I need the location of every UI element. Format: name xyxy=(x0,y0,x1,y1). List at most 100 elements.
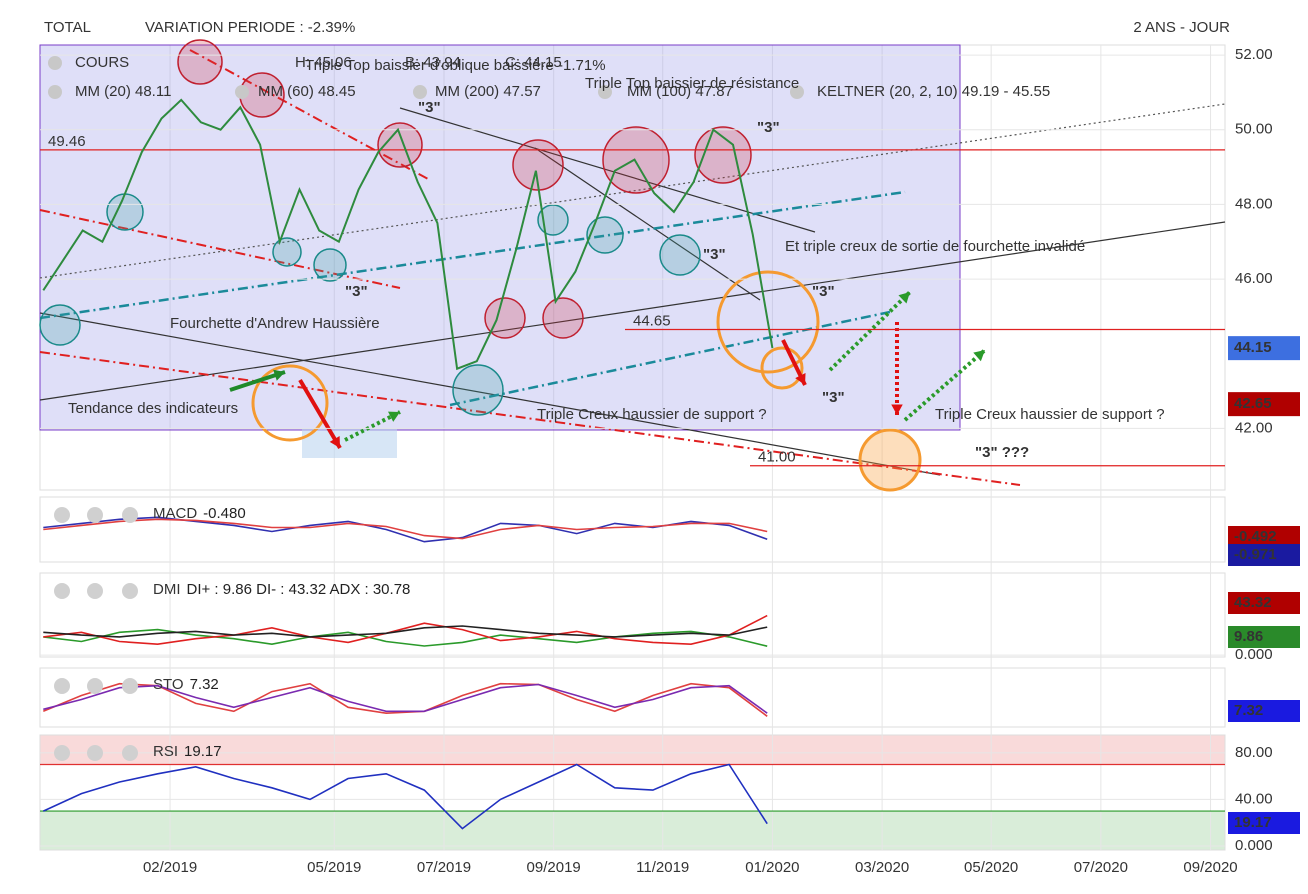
y-tick-label: 48.00 xyxy=(1235,195,1273,212)
x-tick-label: 07/2020 xyxy=(1074,859,1128,876)
last-value-tag xyxy=(1228,812,1300,834)
pattern-circle xyxy=(39,304,81,346)
last-value-label: 43.32 xyxy=(1234,594,1272,611)
last-value-label: -0.492 xyxy=(1234,528,1277,545)
annotation: Fourchette d'Andrew Haussière xyxy=(170,315,380,332)
x-tick-label: 01/2020 xyxy=(745,859,799,876)
last-value-tag xyxy=(1228,526,1300,548)
annotation: Et triple creux de sortie de fourchette … xyxy=(785,238,1085,255)
last-value-tag xyxy=(1228,592,1300,614)
pattern-circle xyxy=(484,297,526,339)
annotation: "3" xyxy=(822,389,845,406)
panel-frame xyxy=(39,734,1226,851)
highlight-circle xyxy=(716,270,820,374)
legend-icon xyxy=(598,85,612,99)
pattern-circle xyxy=(586,216,624,254)
annotation: "3" ??? xyxy=(975,444,1029,461)
arrow xyxy=(298,378,342,450)
panel-frame xyxy=(39,496,1226,563)
panel-icon xyxy=(87,583,103,599)
indicator-name: MACD xyxy=(153,505,197,522)
annotation: Triple Creux haussier de support ? xyxy=(537,406,767,423)
trend-line xyxy=(399,107,816,233)
x-tick-label: 03/2020 xyxy=(855,859,909,876)
panel-icon xyxy=(54,507,70,523)
series-line xyxy=(42,98,774,371)
series-line xyxy=(42,682,768,717)
indicator-label: KELTNER (20, 2, 10) 49.19 - 45.55 xyxy=(817,83,1050,100)
last-value-tag xyxy=(1228,626,1300,648)
legend-text: B: 43.94 xyxy=(405,54,461,71)
header-period: 2 ANS - JOUR xyxy=(1133,19,1230,36)
last-value-tag xyxy=(1228,544,1300,566)
level-zone xyxy=(40,811,1225,850)
y-tick-label: 40.00 xyxy=(1235,790,1273,807)
panel-icon xyxy=(122,583,138,599)
annotation: "3" xyxy=(345,283,368,300)
indicator-label: MM (100) 47.87 xyxy=(627,83,733,100)
series-line xyxy=(43,625,768,638)
panel-icon xyxy=(87,507,103,523)
series-line xyxy=(43,628,768,647)
arrow-head xyxy=(891,404,903,415)
pattern-circle xyxy=(537,204,569,236)
series-line xyxy=(43,518,768,540)
legend-icon xyxy=(48,85,62,99)
x-tick-label: 11/2019 xyxy=(636,859,689,876)
arrow-head xyxy=(973,350,985,362)
annotation: Tendance des indicateurs xyxy=(68,400,238,417)
legend-icon xyxy=(790,85,804,99)
highlight-circle xyxy=(760,346,804,390)
panel-icon xyxy=(54,583,70,599)
price-level-label: 44.65 xyxy=(633,312,671,329)
indicator-label: MM (60) 48.45 xyxy=(258,83,356,100)
y-tick-label: 52.00 xyxy=(1235,46,1273,63)
arrow xyxy=(344,410,401,442)
price-level-label: 49.46 xyxy=(48,133,86,150)
arrow-head xyxy=(795,373,806,385)
pitchfork-zone xyxy=(39,44,961,431)
arrow xyxy=(828,290,912,372)
trend-line xyxy=(534,147,761,301)
x-tick-label: 07/2019 xyxy=(417,859,471,876)
x-tick-label: 02/2019 xyxy=(143,859,197,876)
indicator-name: RSI xyxy=(153,743,178,760)
red-dashdot xyxy=(189,49,431,181)
teal-dashdot xyxy=(39,190,906,320)
series-line xyxy=(43,516,768,543)
pattern-circle xyxy=(106,193,144,231)
price-tag xyxy=(1228,392,1300,417)
series-line xyxy=(43,683,768,714)
panel-icon xyxy=(122,745,138,761)
pattern-circle xyxy=(602,126,670,194)
pattern-circle xyxy=(659,234,701,276)
panel-icon xyxy=(54,745,70,761)
annotation: Triple Top baissier d'oblique baissière … xyxy=(305,57,606,74)
highlight-circle xyxy=(858,428,922,492)
panel-title: STO 7.32 xyxy=(153,676,219,693)
indicator-reading: 7.32 xyxy=(190,676,219,693)
y-tick-label: 50.00 xyxy=(1235,121,1273,138)
price-tag-label: 44.15 xyxy=(1234,339,1272,356)
legend-icon xyxy=(48,56,62,70)
annotation: "3" xyxy=(418,99,441,116)
pattern-circle xyxy=(377,122,423,168)
pattern-circle xyxy=(177,39,223,85)
indicator-reading: 19.17 xyxy=(184,743,222,760)
last-value-label: 7.32 xyxy=(1234,702,1263,719)
y-tick-label: 46.00 xyxy=(1235,270,1273,287)
legend-icon xyxy=(413,85,427,99)
y-tick-label: 42.00 xyxy=(1235,419,1273,436)
indicator-label: MM (20) 48.11 xyxy=(75,83,171,100)
indicator-label: MM (200) 47.57 xyxy=(435,83,541,100)
annotation: "3" xyxy=(757,119,780,136)
y-tick-label: 0.000 xyxy=(1235,646,1273,663)
legend-text: H: 45.06 xyxy=(295,54,352,71)
trend-line xyxy=(39,221,1226,401)
y-tick-label: 80.00 xyxy=(1235,744,1273,761)
last-value-label: -0.971 xyxy=(1234,546,1277,563)
arrow-head xyxy=(898,292,910,304)
panel-icon xyxy=(122,678,138,694)
